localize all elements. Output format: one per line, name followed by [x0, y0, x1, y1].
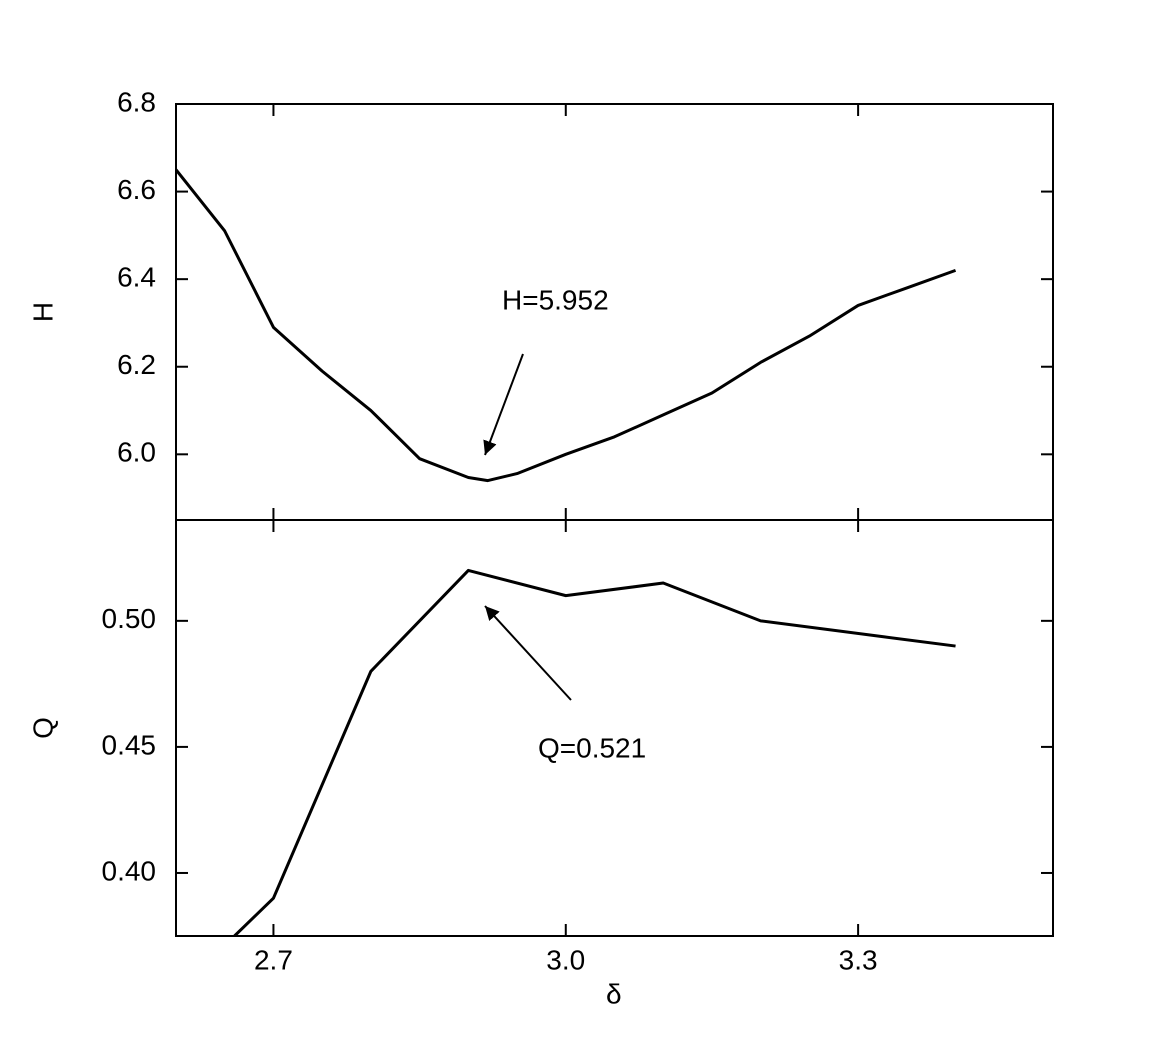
x-tick-label: 3.3 — [839, 944, 878, 975]
y-tick-label: 0.40 — [102, 855, 157, 886]
y-tick-label: 6.4 — [117, 262, 156, 293]
annotation: Q=0.521 — [538, 732, 646, 763]
annotation-arrow — [483, 353, 524, 456]
y-tick-label: 6.6 — [117, 174, 156, 205]
y-axis-label: Q — [27, 717, 58, 739]
plot-frame — [175, 103, 1054, 521]
x-axis-label: δ — [606, 978, 622, 1009]
data-line — [233, 568, 956, 936]
annotation: H=5.952 — [502, 284, 609, 315]
y-tick-label: 0.50 — [102, 603, 157, 634]
y-tick-label: 6.8 — [117, 86, 156, 117]
y-tick-label: 6.2 — [117, 349, 156, 380]
annotation-arrow — [484, 605, 572, 701]
x-tick-label: 3.0 — [546, 944, 585, 975]
y-tick-label: 6.0 — [117, 437, 156, 468]
plot-frame — [175, 519, 1054, 937]
y-tick-label: 0.45 — [102, 729, 157, 760]
y-axis-label: H — [27, 302, 58, 322]
x-tick-label: 2.7 — [254, 944, 293, 975]
data-line — [176, 168, 957, 483]
